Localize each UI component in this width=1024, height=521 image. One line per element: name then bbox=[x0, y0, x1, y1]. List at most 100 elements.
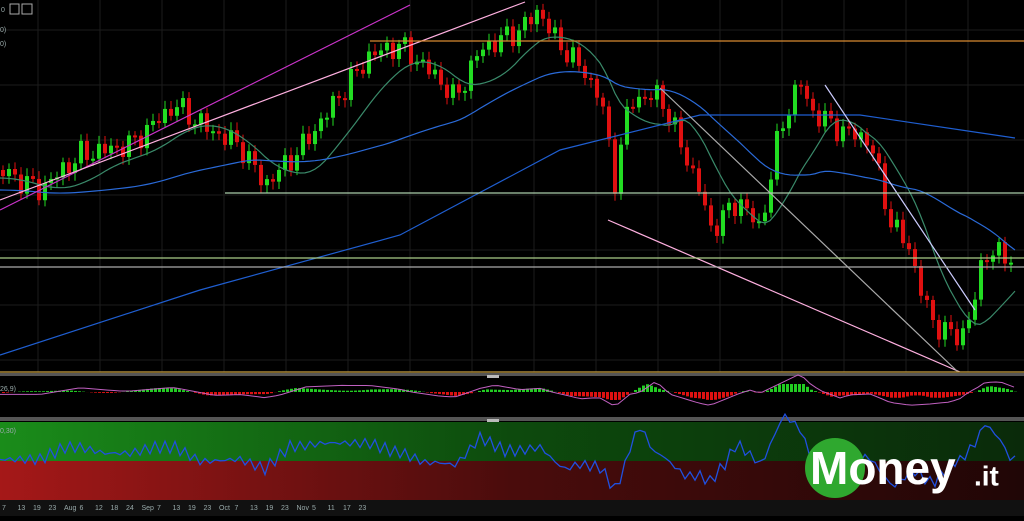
macd-bar bbox=[698, 392, 701, 398]
macd-bar bbox=[314, 389, 317, 392]
candle-body bbox=[877, 153, 881, 163]
resize-handle[interactable] bbox=[487, 419, 499, 422]
macd-bar bbox=[806, 387, 809, 392]
candle-body bbox=[493, 41, 497, 52]
macd-bar bbox=[186, 391, 189, 392]
macd-bar bbox=[730, 392, 733, 395]
macd-bar bbox=[986, 387, 989, 392]
macd-bar bbox=[990, 386, 993, 392]
macd-bar bbox=[114, 392, 117, 393]
candle-body bbox=[943, 322, 947, 339]
macd-bar bbox=[278, 391, 281, 392]
time-label: Oct bbox=[219, 505, 230, 512]
macd-bar bbox=[322, 390, 325, 392]
resize-handle[interactable] bbox=[487, 375, 499, 378]
macd-bar bbox=[478, 391, 481, 392]
candle-body bbox=[235, 130, 239, 142]
time-label: 23 bbox=[359, 505, 367, 512]
macd-bar bbox=[566, 392, 569, 395]
macd-bar bbox=[266, 392, 269, 394]
candle-body bbox=[7, 169, 11, 176]
time-label: 24 bbox=[126, 505, 134, 512]
macd-bar bbox=[622, 392, 625, 397]
macd-bar bbox=[610, 392, 613, 400]
macd-bar bbox=[334, 390, 337, 392]
time-label: Aug bbox=[64, 505, 77, 512]
macd-bar bbox=[450, 392, 453, 395]
candle-body bbox=[199, 113, 203, 124]
macd-bar bbox=[126, 391, 129, 392]
candle-body bbox=[157, 121, 161, 123]
candle-body bbox=[97, 144, 101, 159]
candle-body bbox=[421, 60, 425, 62]
macd-bar bbox=[594, 392, 597, 397]
candle-body bbox=[883, 163, 887, 209]
time-label: 7 bbox=[2, 505, 6, 512]
macd-bar bbox=[362, 390, 365, 392]
macd-bar bbox=[970, 392, 973, 393]
macd-bar bbox=[310, 389, 313, 392]
macd-bar bbox=[482, 390, 485, 392]
macd-bar bbox=[618, 392, 621, 400]
macd-bar bbox=[938, 392, 941, 398]
candle-body bbox=[871, 145, 875, 153]
macd-bar bbox=[390, 389, 393, 392]
macd-bar bbox=[270, 392, 273, 393]
macd-bar bbox=[38, 391, 41, 392]
candle-body bbox=[997, 242, 1001, 255]
macd-bar bbox=[414, 391, 417, 392]
macd-bar bbox=[586, 392, 589, 396]
macd-bar bbox=[338, 391, 341, 392]
candle-body bbox=[763, 213, 767, 222]
candle-body bbox=[907, 243, 911, 249]
candle-body bbox=[643, 97, 647, 99]
time-label: 13 bbox=[250, 505, 258, 512]
macd-bar bbox=[662, 390, 665, 392]
candle-body bbox=[949, 322, 953, 329]
macd-bar bbox=[914, 392, 917, 395]
candle-body bbox=[625, 107, 629, 145]
macd-bar bbox=[166, 388, 169, 392]
macd-bar bbox=[718, 392, 721, 399]
candle-body bbox=[241, 142, 245, 163]
macd-bar bbox=[602, 392, 605, 398]
toolbar-label: 0) bbox=[0, 41, 6, 48]
macd-bar bbox=[30, 391, 33, 392]
macd-bar bbox=[606, 392, 609, 399]
macd-bar bbox=[722, 392, 725, 398]
candle-body bbox=[529, 17, 533, 24]
candle-body bbox=[733, 203, 737, 216]
macd-bar bbox=[330, 390, 333, 392]
candle-body bbox=[703, 192, 707, 206]
candle-body bbox=[223, 134, 227, 145]
candle-body bbox=[67, 162, 71, 173]
macd-bar bbox=[374, 389, 377, 392]
macd-bar bbox=[802, 384, 805, 392]
candle-body bbox=[811, 99, 815, 111]
candle-body bbox=[355, 69, 359, 71]
macd-bar bbox=[658, 389, 661, 392]
macd-bar bbox=[442, 392, 445, 394]
macd-bar bbox=[418, 391, 421, 392]
panel-divider bbox=[0, 373, 1024, 376]
candle-body bbox=[571, 47, 575, 62]
macd-bar bbox=[42, 391, 45, 392]
candle-body bbox=[433, 70, 437, 75]
candle-body bbox=[1, 170, 5, 176]
macd-bar bbox=[74, 391, 77, 392]
macd-bar bbox=[254, 392, 257, 394]
candle-body bbox=[253, 151, 257, 165]
candle-body bbox=[295, 155, 299, 170]
macd-bar bbox=[734, 392, 737, 394]
candle-body bbox=[895, 220, 899, 228]
candle-body bbox=[133, 135, 137, 137]
candle-body bbox=[367, 52, 371, 74]
candle-body bbox=[577, 47, 581, 66]
macd-bar bbox=[386, 389, 389, 392]
time-label: Sep bbox=[142, 505, 155, 512]
candle-body bbox=[445, 85, 449, 98]
macd-bar bbox=[682, 392, 685, 395]
candle-body bbox=[481, 50, 485, 56]
macd-bar bbox=[394, 389, 397, 392]
macd-bar bbox=[110, 392, 113, 393]
